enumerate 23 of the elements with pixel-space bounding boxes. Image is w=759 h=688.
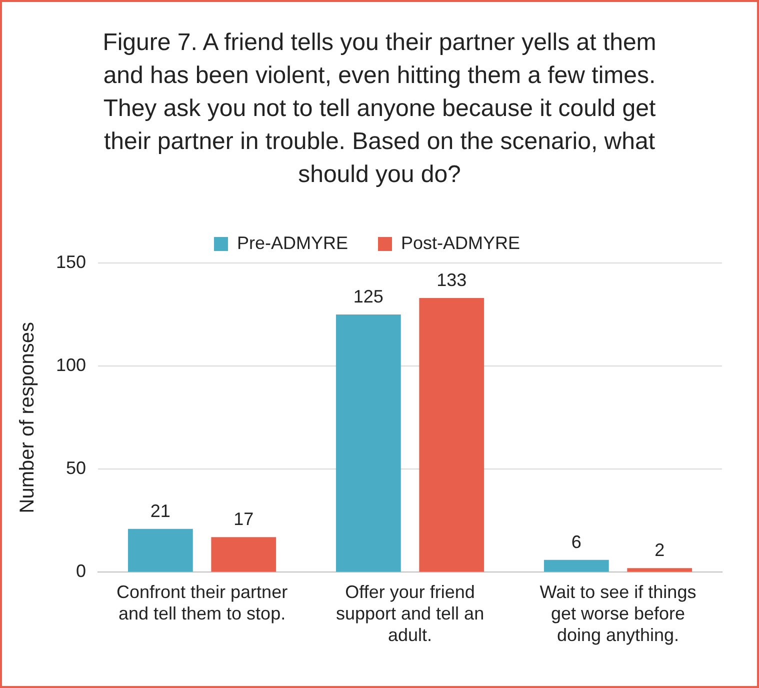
bar <box>336 314 401 572</box>
legend-label: Post-ADMYRE <box>400 232 520 253</box>
data-label: 125 <box>353 286 384 306</box>
x-tick-label: Offer your friend support and tell an adult. <box>336 582 484 646</box>
y-tick-label: 0 <box>76 561 86 582</box>
data-label: 21 <box>150 500 170 521</box>
legend-label: Pre-ADMYRE <box>236 232 348 253</box>
data-label: 6 <box>571 532 582 552</box>
bar <box>627 568 692 572</box>
x-tick-label: Confront their partner and tell them to stop. <box>116 582 288 624</box>
chart-title: Figure 7. A friend tells you their partner yells at them and has been violent, even hitting them a few times. They ask you not to tell anyone because it could get their partner in trouble. Based on the scenario, what should you do? <box>102 28 658 190</box>
bar <box>419 298 484 572</box>
y-tick-label: 100 <box>56 355 86 376</box>
data-label: 133 <box>436 270 467 290</box>
y-tick-label: 50 <box>66 458 86 478</box>
y-axis-title: Number of responses <box>16 322 39 514</box>
data-label: 17 <box>234 509 254 530</box>
bar <box>544 560 609 572</box>
bar <box>128 528 193 572</box>
data-label: 2 <box>654 540 665 560</box>
x-tick-label: Wait to see if things get worse before doing anything. <box>540 582 696 646</box>
y-tick-label: 150 <box>56 252 86 272</box>
bar <box>211 537 276 572</box>
